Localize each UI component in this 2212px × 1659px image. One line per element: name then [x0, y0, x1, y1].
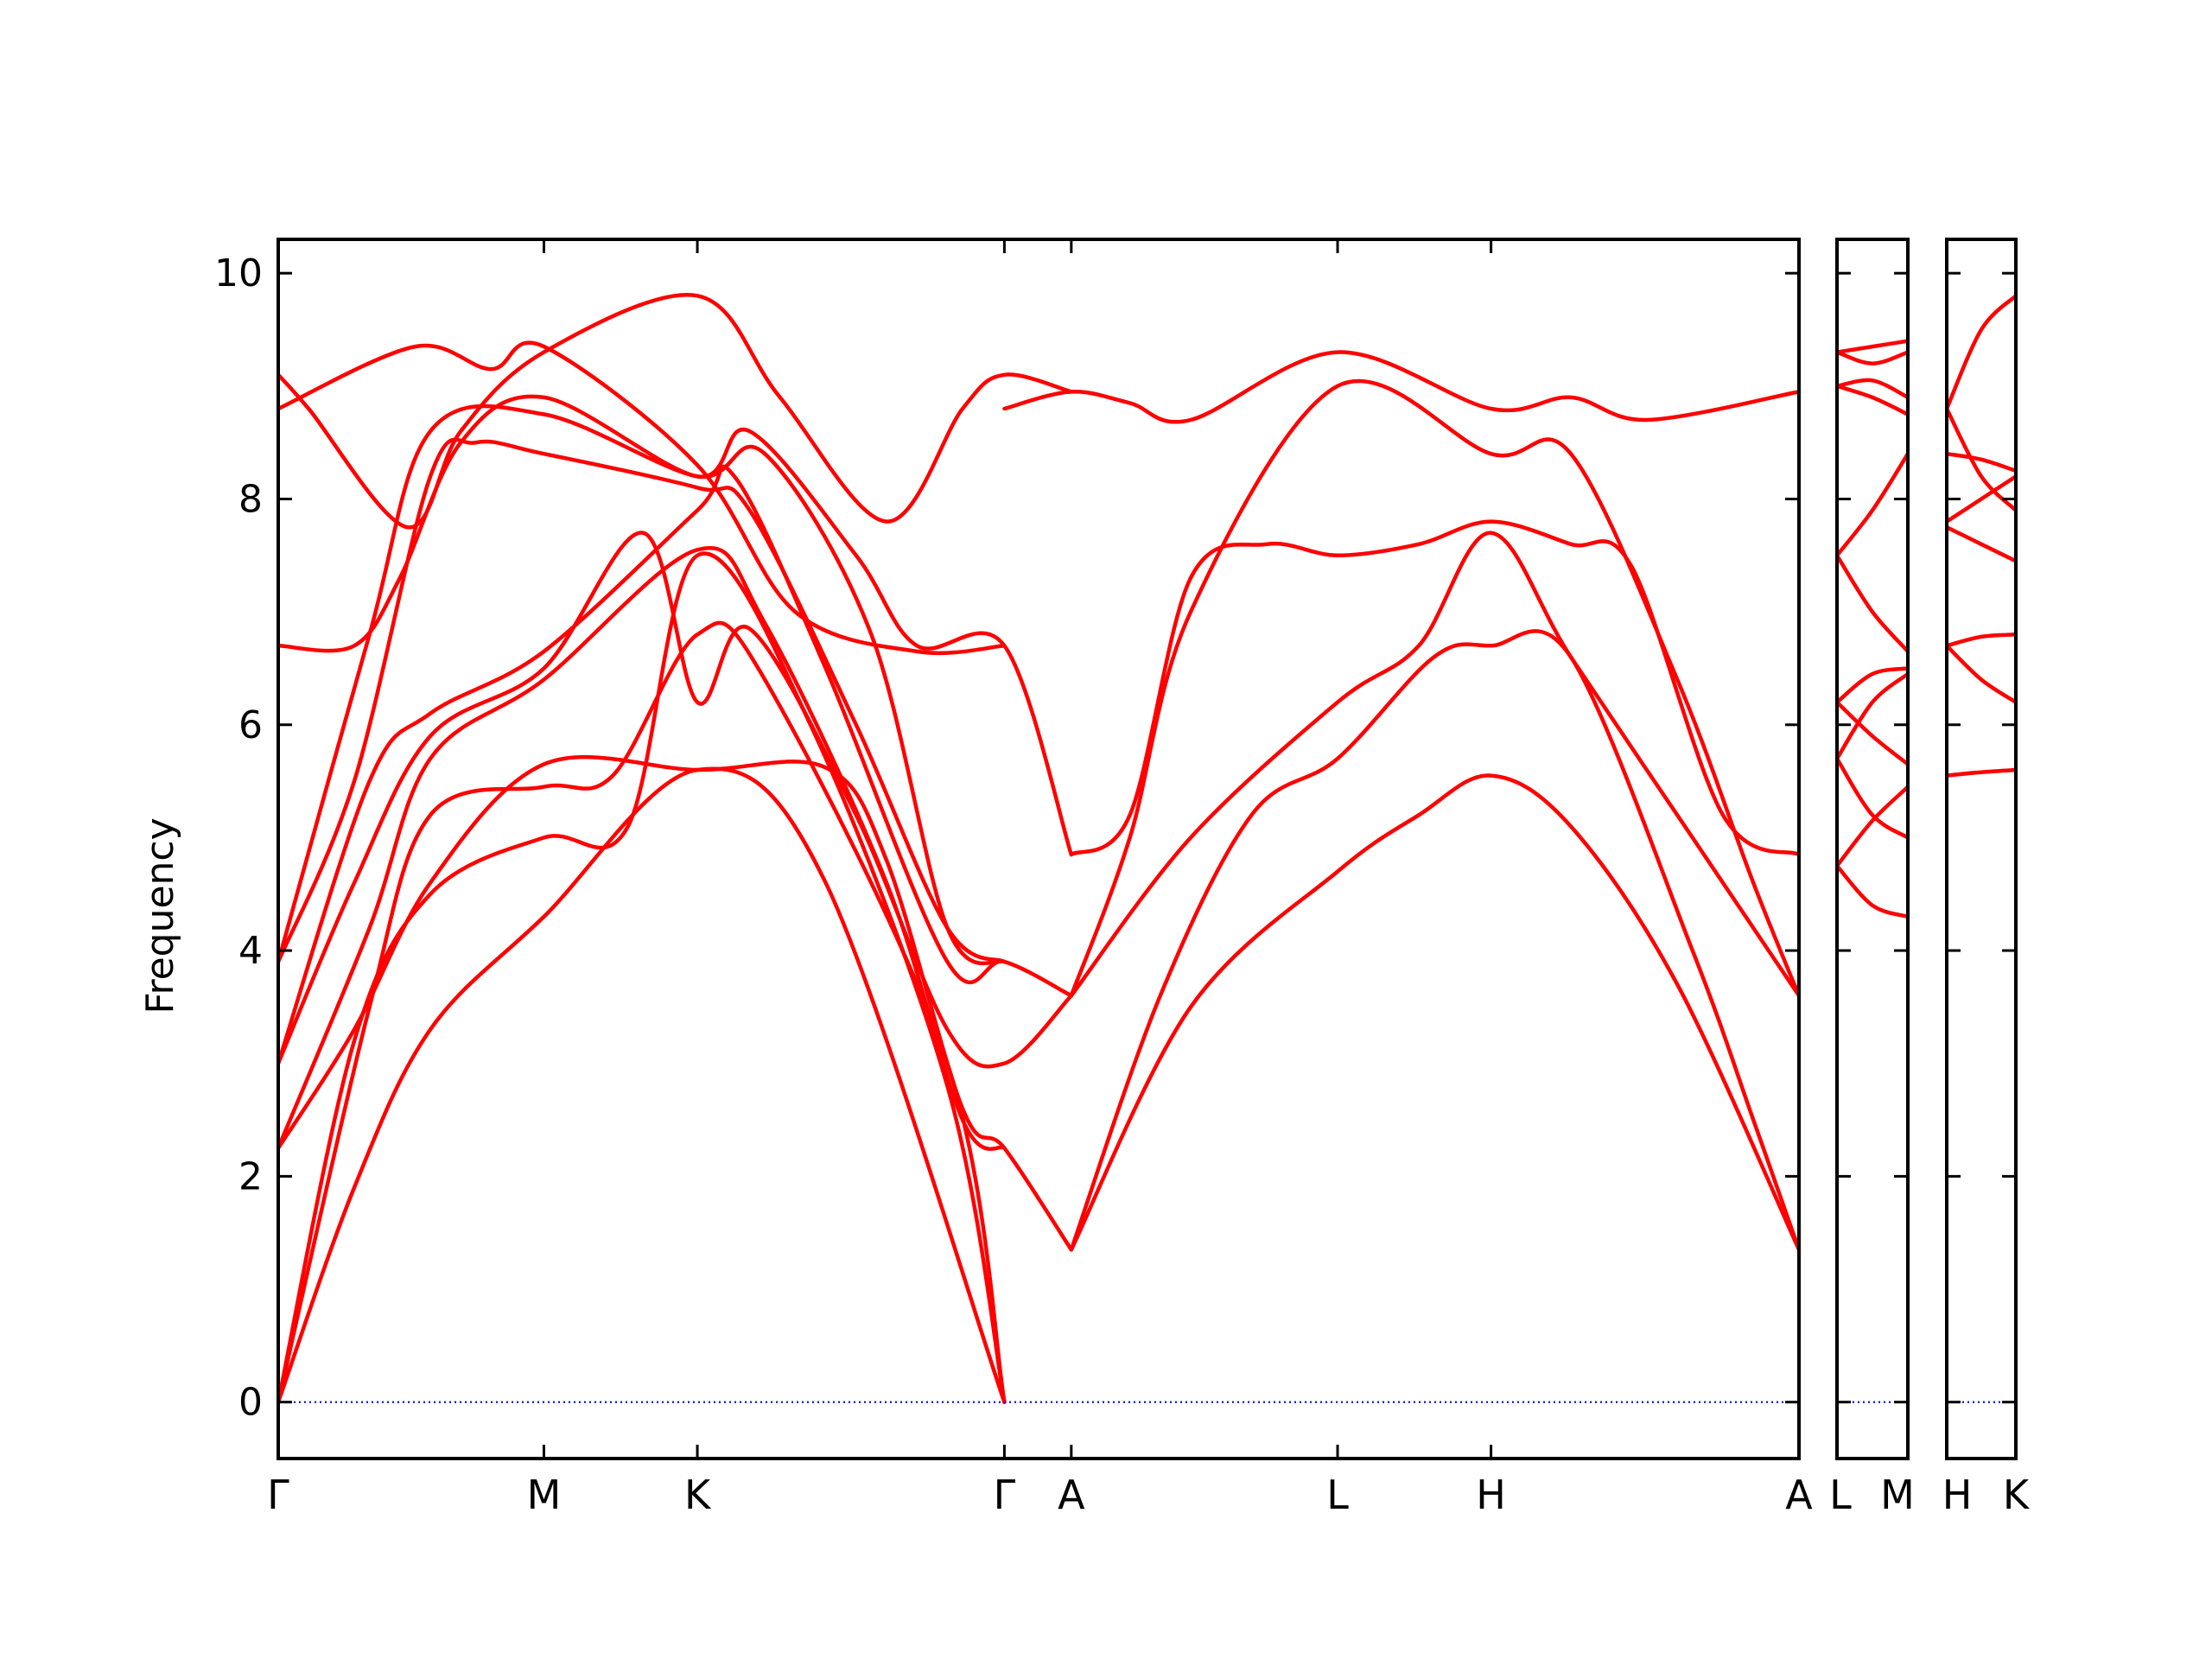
x-tick-label: Γ	[267, 1471, 289, 1518]
band-line-11	[278, 293, 1074, 530]
band-line-7	[278, 437, 1007, 964]
x-tick-label: M	[527, 1471, 562, 1518]
panel-frame-1	[1835, 238, 1910, 1460]
band-line-18	[1837, 339, 1908, 354]
band-line-4	[278, 546, 1007, 1151]
band-line-3	[278, 754, 1074, 1252]
band-line-30	[1947, 294, 2016, 411]
y-tick-label: 2	[238, 1154, 263, 1198]
x-tick-label: K	[684, 1471, 712, 1518]
band-line-35	[1947, 632, 2016, 648]
band-line-31	[1947, 406, 2016, 512]
panel-frames	[276, 238, 2018, 1460]
y-tick-label: 8	[238, 477, 263, 521]
band-line-32	[1947, 451, 2016, 474]
band-line-16	[1069, 629, 1799, 1252]
band-line-34	[1947, 524, 2016, 563]
band-line-28	[1837, 785, 1908, 868]
band-line-22	[1837, 451, 1908, 558]
y-tick-label: 6	[238, 703, 263, 747]
band-line-14	[1069, 378, 1799, 998]
band-line-9	[278, 394, 1074, 857]
y-tick-label: 4	[238, 929, 263, 973]
x-tick-label: L	[1829, 1471, 1852, 1518]
band-line-20	[1837, 378, 1908, 400]
band-line-21	[1837, 384, 1908, 416]
x-tick-label: H	[1942, 1471, 1973, 1518]
band-line-37	[1947, 767, 2016, 778]
band-line-1	[278, 551, 1007, 1404]
y-axis-label: Frequency	[138, 817, 182, 1014]
y-tick-label: 0	[238, 1381, 263, 1425]
band-line-33	[1947, 474, 2016, 524]
band-line-23	[1837, 553, 1908, 654]
band-line-26	[1837, 671, 1908, 761]
band-line-13	[1069, 519, 1799, 857]
band-line-27	[1837, 756, 1908, 840]
band-line-6	[278, 464, 1074, 1065]
x-tick-label: K	[2003, 1471, 2031, 1518]
band-line-10	[278, 340, 1007, 656]
x-tick-label: H	[1476, 1471, 1506, 1518]
band-line-2	[278, 620, 1007, 1404]
y-tick-label: 10	[214, 251, 263, 296]
panel-frame-0	[276, 238, 1801, 1460]
band-curves	[278, 293, 2016, 1404]
x-tick-label: Γ	[994, 1471, 1016, 1518]
band-line-12	[1002, 350, 1799, 424]
x-tick-label: L	[1326, 1471, 1349, 1518]
band-line-29	[1837, 863, 1908, 919]
band-line-17	[1069, 773, 1799, 1252]
band-line-19	[1837, 350, 1908, 365]
x-tick-label: A	[1058, 1471, 1085, 1518]
band-line-36	[1947, 644, 2016, 704]
band-line-25	[1837, 700, 1908, 766]
panel-frame-2	[1945, 238, 2018, 1460]
axis-ticks	[276, 239, 2018, 1459]
band-line-24	[1837, 666, 1908, 704]
band-line-5	[278, 531, 1074, 1069]
x-tick-label: A	[1785, 1471, 1813, 1518]
band-line-0	[278, 766, 1007, 1404]
x-tick-label: M	[1880, 1471, 1915, 1518]
band-line-15	[1069, 531, 1799, 998]
